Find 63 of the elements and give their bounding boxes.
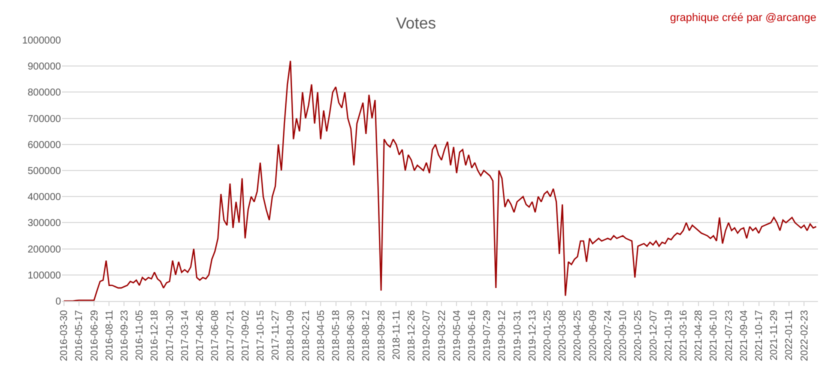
x-tick-label: 2020-09-10 (618, 310, 630, 362)
x-tick-label: 2021-11-29 (769, 310, 780, 360)
x-tick-label: 2018-11-11 (391, 310, 402, 360)
y-tick-label: 400000 (28, 192, 62, 204)
x-tick-label: 2019-07-29 (482, 310, 494, 362)
x-tick-label: 2017-11-27 (270, 310, 282, 360)
x-tick-label: 2017-04-26 (195, 310, 206, 362)
x-tick-label: 2020-04-25 (572, 310, 584, 362)
x-tick-label: 2016-12-18 (150, 310, 161, 362)
x-tick-label: 2019-02-07 (422, 310, 433, 362)
x-tick-label: 2021-09-04 (738, 310, 750, 362)
x-tick-label: 2019-05-04 (452, 310, 463, 362)
x-tick-label: 2019-03-22 (436, 310, 448, 362)
y-tick-label: 800000 (28, 88, 62, 99)
x-tick-label: 2021-06-10 (708, 310, 720, 362)
x-tick-label: 2018-02-21 (300, 310, 312, 362)
x-tick-label: 2021-07-23 (724, 310, 735, 362)
x-tick-label: 2021-10-17 (754, 310, 766, 362)
x-tick-label: 2016-03-30 (59, 310, 70, 362)
y-tick-label: 700000 (28, 114, 62, 125)
x-tick-label: 2020-12-07 (648, 310, 660, 362)
x-tick-label: 2021-03-16 (678, 310, 690, 362)
x-tick-label: 2022-02-23 (799, 310, 810, 362)
x-tick-label: 2021-01-19 (663, 310, 674, 362)
x-tick-label: 2019-06-16 (466, 310, 478, 362)
y-tick-label: 500000 (28, 166, 62, 177)
y-tick-label: 200000 (28, 244, 62, 256)
x-tick-label: 2019-09-12 (497, 310, 508, 362)
x-tick-label: 2020-06-09 (588, 310, 599, 362)
x-tick-label: 2016-11-05 (134, 310, 146, 360)
y-tick-label: 0 (55, 296, 62, 308)
x-tick-label: 2016-05-17 (74, 310, 86, 362)
x-tick-label: 2020-07-24 (602, 310, 614, 362)
x-tick-label: 2016-09-23 (119, 310, 130, 362)
x-tick-label: 2019-10-31 (512, 310, 524, 362)
x-tick-label: 2017-06-08 (210, 310, 222, 362)
x-tick-label: 2017-09-02 (240, 310, 252, 362)
x-tick-label: 2017-03-14 (180, 310, 191, 362)
x-tick-label: 2018-12-26 (406, 310, 418, 362)
x-tick-label: 2017-01-30 (164, 310, 176, 362)
x-tick-label: 2021-04-28 (694, 310, 705, 362)
x-tick-label: 2018-09-28 (376, 310, 388, 362)
y-tick-label: 300000 (28, 218, 62, 230)
x-tick-label: 2020-03-08 (558, 310, 569, 362)
y-tick-label: 600000 (28, 140, 62, 151)
x-tick-label: 2017-07-21 (225, 310, 236, 362)
x-tick-label: 2016-08-11 (104, 310, 116, 360)
chart-title: Votes (396, 15, 436, 32)
x-tick-label: 2018-08-12 (361, 310, 372, 362)
x-tick-label: 2020-10-25 (633, 310, 644, 362)
x-tick-label: 2019-12-13 (527, 310, 538, 362)
x-tick-label: 2018-01-09 (286, 310, 297, 362)
y-tick-label: 100000 (28, 270, 62, 282)
y-tick-label: 900000 (28, 62, 62, 73)
x-tick-label: 2022-01-11 (784, 310, 796, 360)
x-tick-label: 2018-06-30 (346, 310, 358, 362)
x-tick-label: 2018-04-05 (316, 310, 327, 362)
text: graphique créé par @arcange (670, 12, 816, 24)
x-tick-label: 2016-06-29 (89, 310, 100, 362)
y-tick-label: 1000000 (22, 36, 62, 46)
x-tick-label: 2018-05-18 (331, 310, 342, 362)
x-tick-label: 2020-01-25 (542, 310, 554, 362)
x-tick-label: 2017-10-15 (255, 310, 266, 362)
